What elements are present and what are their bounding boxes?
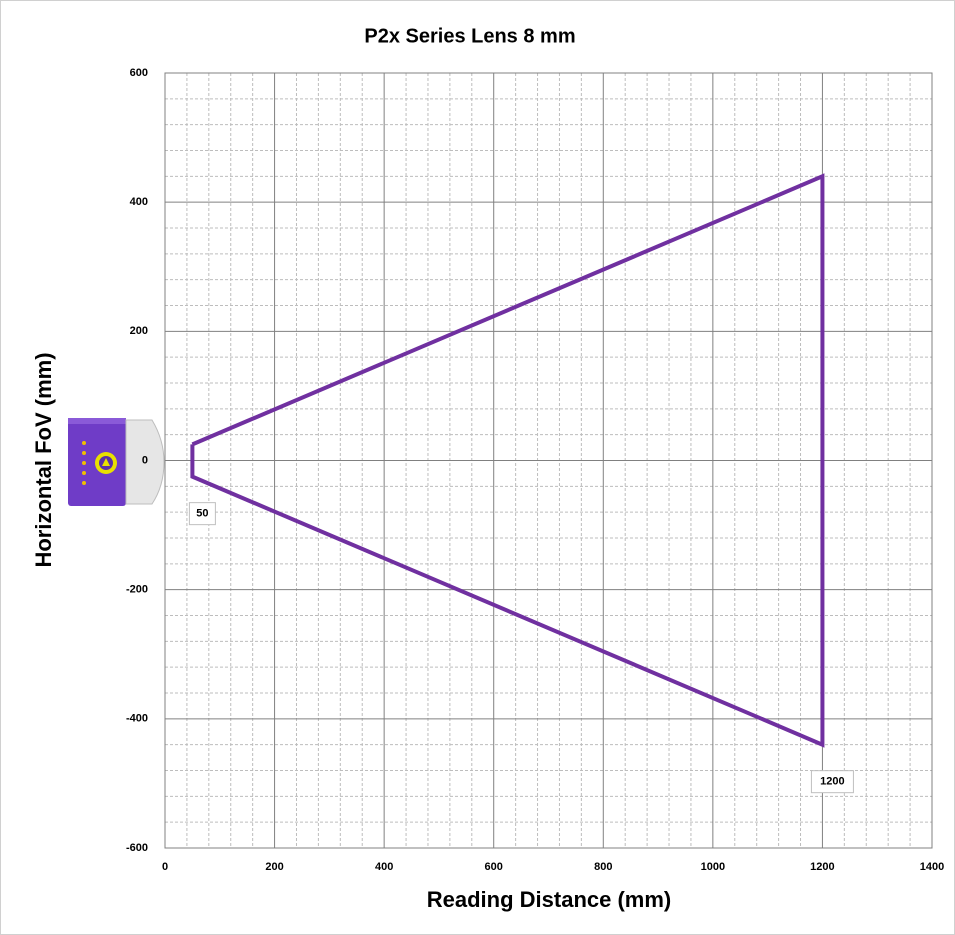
plot: 50 1200 (188, 173, 854, 794)
y-tick-label: 600 (130, 67, 148, 79)
x-tick-label: 1400 (920, 861, 944, 873)
x-tick-label: 600 (485, 861, 503, 873)
camera-icon (68, 418, 165, 506)
y-tick-label: -600 (126, 842, 148, 854)
chart-title: P2x Series Lens 8 mm (364, 25, 575, 47)
y-tick-label: 200 (130, 325, 148, 337)
annotation: 1200 (820, 776, 844, 788)
series-line (190, 173, 825, 748)
x-tick-label: 1000 (701, 861, 725, 873)
grid (164, 72, 933, 849)
x-tick-label: 0 (162, 861, 168, 873)
annotation-box (188, 502, 216, 526)
y-tick-label: 0 (142, 454, 148, 466)
y-tick-label: -200 (126, 584, 148, 596)
x-tick-label: 200 (265, 861, 283, 873)
x-axis-label: Reading Distance (mm) (427, 887, 672, 912)
annotation-box (810, 770, 854, 794)
x-tick-label: 400 (375, 861, 393, 873)
annotation: 50 (196, 508, 208, 520)
y-axis-label: Horizontal FoV (mm) (31, 352, 56, 567)
y-tick-label: -400 (126, 713, 148, 725)
x-tick-label: 800 (594, 861, 612, 873)
y-tick-label: 400 (130, 196, 148, 208)
x-tick-label: 1200 (810, 861, 834, 873)
